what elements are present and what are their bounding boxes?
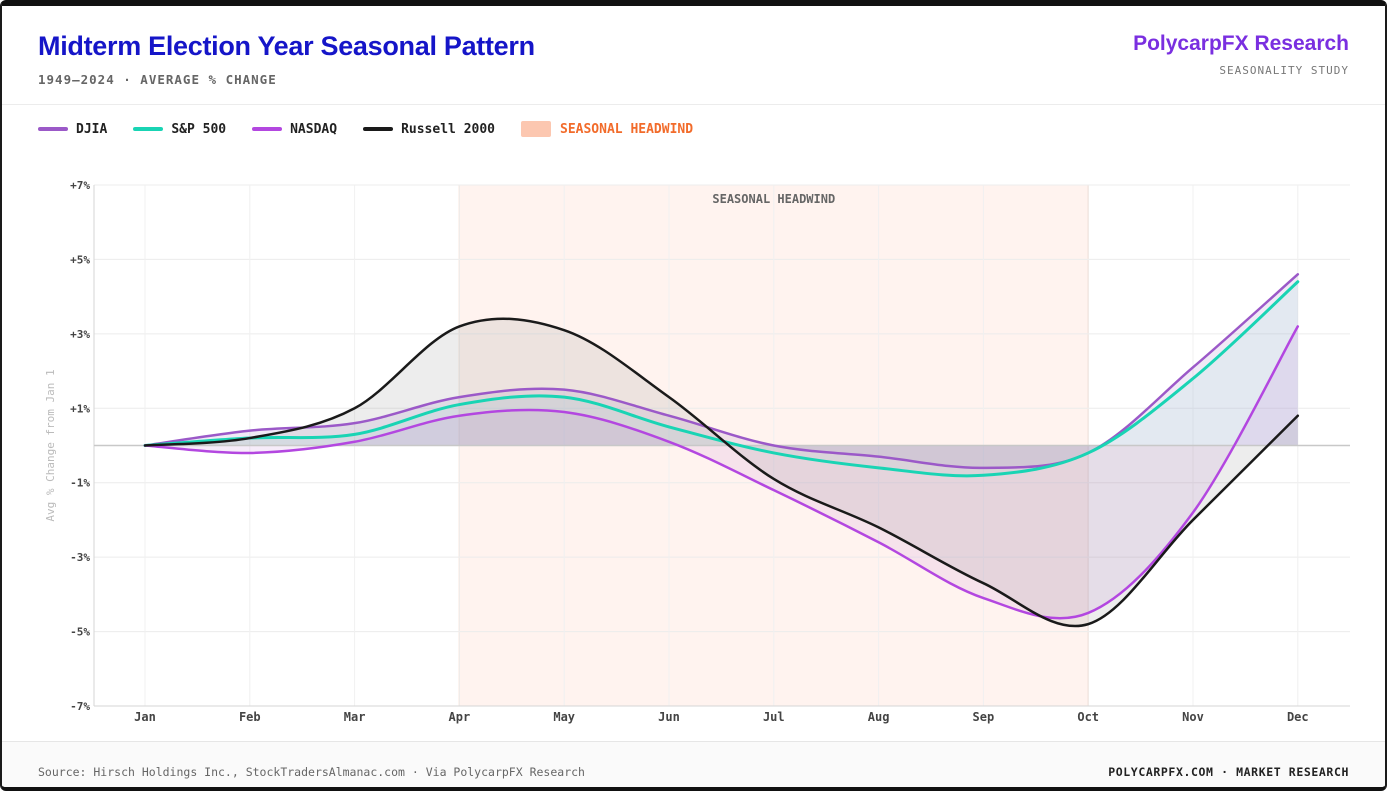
- y-tick-label: +5%: [70, 253, 90, 266]
- legend-swatch-djia: [38, 127, 68, 131]
- footer: Source: Hirsch Holdings Inc., StockTrade…: [2, 741, 1385, 787]
- legend-label-sp500: S&P 500: [171, 121, 227, 137]
- x-tick-label: Feb: [239, 710, 261, 724]
- chart-legend: DJIA S&P 500 NASDAQ Russell 2000 SEASONA…: [38, 118, 719, 140]
- x-tick-label: Aug: [868, 710, 890, 724]
- y-tick-label: +1%: [70, 402, 90, 415]
- source-note: Source: Hirsch Holdings Inc., StockTrade…: [38, 765, 585, 779]
- headwind-label: SEASONAL HEADWIND: [712, 192, 835, 206]
- y-tick-label: -5%: [70, 626, 90, 639]
- x-tick-label: Mar: [344, 710, 366, 724]
- legend-item-headwind: SEASONAL HEADWIND: [521, 121, 693, 137]
- x-tick-label: May: [553, 710, 575, 724]
- area-djia: [145, 274, 1298, 468]
- legend-item-russell: Russell 2000: [363, 122, 495, 137]
- y-tick-label: +3%: [70, 328, 90, 341]
- y-tick-label: -1%: [70, 477, 90, 490]
- x-tick-label: Jul: [763, 710, 785, 724]
- legend-swatch-headwind: [521, 121, 551, 137]
- page-subtitle: 1949–2024 · AVERAGE % CHANGE: [38, 72, 277, 87]
- legend-label-headwind: SEASONAL HEADWIND: [560, 121, 694, 137]
- legend-label-nasdaq: NASDAQ: [290, 121, 338, 137]
- legend-label-djia: DJIA: [76, 121, 108, 137]
- series-line-nasdaq: [143, 325, 1300, 620]
- legend-swatch-sp500: [133, 127, 164, 131]
- x-tick-label: Jan: [134, 710, 156, 724]
- x-tick-label: Jun: [658, 710, 680, 724]
- y-axis-title: Avg % Change from Jan 1: [44, 369, 57, 521]
- y-tick-label: +7%: [70, 179, 90, 192]
- legend-item-sp500: S&P 500: [133, 122, 226, 137]
- series-line-s-p-500: [143, 280, 1300, 478]
- legend-label-russell: Russell 2000: [401, 121, 495, 137]
- y-tick-label: -3%: [70, 551, 90, 564]
- legend-swatch-russell: [363, 127, 394, 131]
- area-nasdaq: [145, 326, 1298, 619]
- page-title: Midterm Election Year Seasonal Pattern: [38, 31, 535, 61]
- footer-brand: POLYCARPFX.COM · MARKET RESEARCH: [1108, 765, 1349, 779]
- brand-subtitle: SEASONALITY STUDY: [1219, 64, 1349, 77]
- y-tick-label: -7%: [70, 700, 90, 713]
- brand-name: PolycarpFX Research: [1133, 32, 1349, 55]
- series-line-russell-2000: [143, 317, 1300, 628]
- area-russell-2000: [145, 318, 1298, 627]
- x-tick-label: Sep: [973, 710, 995, 724]
- area-s-p-500: [145, 281, 1298, 476]
- x-tick-label: Oct: [1077, 710, 1099, 724]
- legend-item-djia: DJIA: [38, 122, 107, 137]
- x-tick-label: Nov: [1182, 710, 1204, 724]
- legend-item-nasdaq: NASDAQ: [252, 122, 337, 137]
- x-tick-label: Apr: [449, 710, 471, 724]
- header: Midterm Election Year Seasonal Pattern 1…: [2, 6, 1385, 105]
- legend-swatch-nasdaq: [252, 127, 283, 131]
- x-tick-label: Dec: [1287, 710, 1309, 724]
- line-chart: +7% +5% +3% +1% -1% -3% -5% -7% Jan Feb Mar Apr May J…: [44, 179, 1350, 724]
